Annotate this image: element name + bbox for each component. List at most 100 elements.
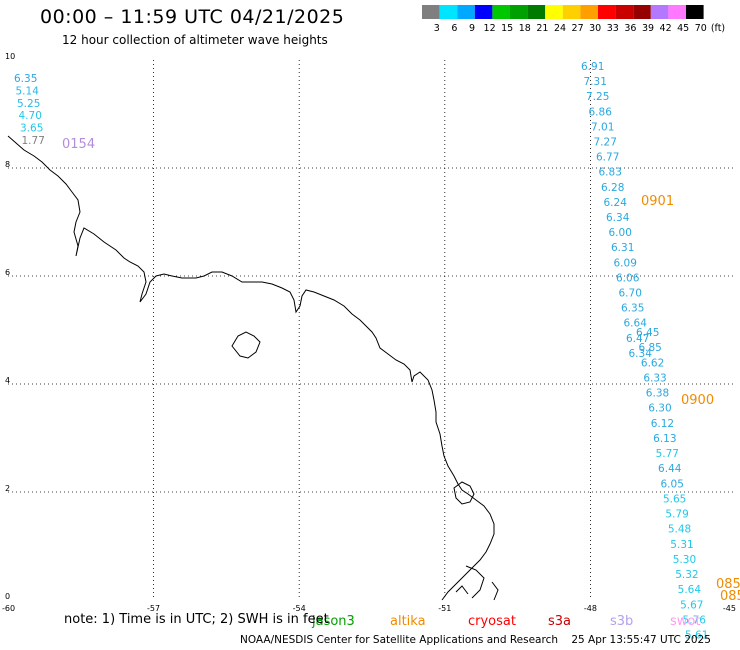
legend-swatch [510, 5, 528, 19]
satellite-name: cryosat [468, 614, 516, 629]
lon-tick-label: -54 [293, 604, 306, 613]
track-group: 6.355.145.254.703.651.77 0154 [14, 73, 95, 152]
legend-label: 45 [677, 23, 689, 34]
legend-label: 42 [660, 23, 672, 34]
legend-swatch [580, 5, 598, 19]
legend-label: 30 [589, 23, 601, 34]
wave-height-label: 6.09 [614, 257, 637, 269]
legend-label: 18 [519, 23, 531, 34]
legend-swatch [598, 5, 616, 19]
wave-height-label: 6.34 [629, 348, 653, 360]
legend-label: 9 [469, 23, 475, 34]
lat-tick-label: 0 [5, 592, 10, 601]
wave-height-label: 6.30 [648, 403, 671, 415]
lat-tick-label: 10 [5, 52, 15, 61]
legend-swatch [633, 5, 651, 19]
lon-tick-label: -45 [723, 604, 736, 613]
lon-tick-label: -48 [584, 604, 597, 613]
wave-height-label: 6.86 [589, 106, 613, 118]
wave-height-label: 6.31 [611, 242, 634, 254]
wave-height-label: 7.27 [594, 137, 617, 149]
wave-height-label: 6.62 [641, 357, 664, 369]
wave-height-label: 1.77 [22, 135, 45, 147]
wave-height-label: 7.01 [591, 121, 614, 133]
wave-height-label: 6.33 [643, 372, 666, 384]
wave-height-label: 5.48 [668, 524, 691, 536]
satellite-name: s3b [610, 614, 633, 629]
wave-height-label: 6.00 [609, 227, 632, 239]
lat-tick-label: 6 [5, 268, 10, 277]
wave-height-label: 6.38 [646, 388, 669, 400]
wave-height-label: 5.61 [685, 630, 708, 642]
wave-height-label: 6.45 [636, 327, 659, 339]
river-delta-islands [455, 565, 499, 601]
wave-height-label: 6.64 [624, 318, 648, 330]
offshore-island [231, 331, 261, 359]
lon-tick-label: -51 [438, 604, 451, 613]
wave-height-label: 5.65 [663, 493, 686, 505]
units-note: note: 1) Time is in UTC; 2) SWH is in fe… [64, 612, 329, 627]
satellite-legend: jason3 altika cryosat s3a s3b swot [311, 614, 700, 629]
track-group: 6.45 6.85 6.62 6.33 6.38 6.30 6.12 6.13 5.77 6.44… [636, 327, 714, 642]
satellite-name: swot [670, 614, 700, 629]
wave-height-label: 6.85 [638, 342, 661, 354]
wave-height-label: 6.05 [661, 478, 684, 490]
wave-height-label: 4.70 [19, 110, 42, 122]
altimeter-tracks: 6.355.145.254.703.651.77 01546.917.317.25… [14, 61, 740, 642]
lat-tick-label: 4 [5, 376, 10, 385]
track-group: 6.91 7.31 7.25 6.86 7.01 7.27 6.77 6.83 6.28 6.24… [581, 61, 674, 360]
wave-height-label: 6.34 [606, 212, 630, 224]
lat-lon-grid [8, 60, 736, 600]
wave-height-label: 5.25 [17, 98, 40, 110]
legend-swatch [668, 5, 686, 19]
wave-height-label: 3.65 [20, 123, 43, 135]
satellite-name: s3a [548, 614, 571, 629]
wave-height-label: 6.13 [653, 433, 676, 445]
legend-label: 3 [434, 23, 440, 34]
wave-height-label: 7.25 [586, 91, 609, 103]
legend-label: 12 [484, 23, 496, 34]
legend-label: 27 [572, 23, 584, 34]
wave-height-label: 5.67 [680, 599, 703, 611]
track-group: 085 [720, 589, 740, 604]
lat-tick-label: 2 [5, 484, 10, 493]
track-time-label: 0901 [641, 194, 674, 209]
legend-swatch [545, 5, 563, 19]
wave-height-label: 6.28 [601, 182, 624, 194]
track-time-label: 0900 [681, 393, 714, 408]
legend-label: 36 [624, 23, 636, 34]
wave-height-label: 5.30 [673, 554, 696, 566]
legend-swatch [686, 5, 704, 19]
page-subtitle: 12 hour collection of altimeter wave hei… [62, 33, 328, 47]
wave-height-label: 5.77 [656, 448, 679, 460]
wave-height-label: 6.35 [621, 303, 644, 315]
credit-line: NOAA/NESDIS Center for Satellite Applica… [240, 634, 711, 646]
wave-height-label: 6.77 [596, 152, 619, 164]
legend-label: 39 [642, 23, 654, 34]
satellite-name: altika [390, 614, 426, 629]
wave-height-label: 5.31 [670, 539, 693, 551]
axis-tick-labels: -60 -57 -54 -51 -48 -45 0 2 4 6 8 10 [2, 52, 736, 613]
track-group: 085 [716, 577, 740, 592]
legend-swatch [562, 5, 581, 19]
lon-tick-label: -60 [2, 604, 15, 613]
legend-swatch [527, 5, 546, 19]
lat-tick-label: 8 [5, 160, 10, 169]
lon-tick-label: -57 [147, 604, 160, 613]
wave-height-label: 6.47 [626, 333, 649, 345]
wave-height-label: 5.32 [675, 569, 698, 581]
wave-height-label: 7.31 [584, 76, 607, 88]
track-time-label: 085 [720, 589, 740, 604]
wave-height-label: 5.64 [678, 584, 702, 596]
page-title: 00:00 – 11:59 UTC 04/21/2025 [40, 6, 345, 28]
wave-height-label: 5.76 [683, 614, 707, 626]
wave-height-label: 6.35 [14, 73, 37, 85]
legend-swatch [615, 5, 634, 19]
legend-label: 15 [501, 23, 513, 34]
wave-height-label: 6.24 [604, 197, 628, 209]
wave-height-label: 5.14 [16, 85, 40, 97]
coastline-mainland [7, 135, 495, 601]
legend-swatch [474, 5, 493, 19]
wave-height-label: 6.44 [658, 463, 682, 475]
